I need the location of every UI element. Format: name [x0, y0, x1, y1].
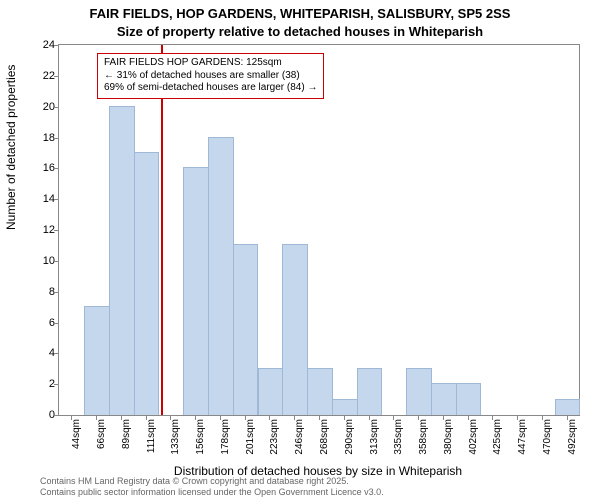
plot-area: 02468101214161820222444sqm66sqm89sqm111s…: [58, 44, 580, 416]
histogram-bar: [406, 368, 432, 415]
annotation-line: 69% of semi-detached houses are larger (…: [104, 82, 317, 95]
x-tick-mark: [294, 415, 295, 420]
x-tick-label: 447sqm: [517, 419, 528, 455]
histogram-bar: [307, 368, 333, 415]
x-tick-mark: [443, 415, 444, 420]
y-axis-label: Number of detached properties: [4, 65, 18, 230]
y-tick-mark: [54, 230, 59, 231]
x-tick-mark: [369, 415, 370, 420]
y-tick-mark: [54, 292, 59, 293]
histogram-bar: [357, 368, 383, 415]
histogram-bar: [109, 106, 135, 415]
x-tick-mark: [492, 415, 493, 420]
x-tick-label: 335sqm: [393, 419, 404, 455]
x-tick-mark: [195, 415, 196, 420]
histogram-bar: [84, 306, 110, 415]
histogram-bar: [332, 399, 358, 415]
y-tick-mark: [54, 353, 59, 354]
histogram-bar: [183, 167, 209, 415]
footer-attribution: Contains HM Land Registry data © Crown c…: [40, 476, 384, 498]
y-tick-mark: [54, 199, 59, 200]
x-tick-mark: [121, 415, 122, 420]
y-tick-mark: [54, 415, 59, 416]
x-tick-label: 89sqm: [121, 419, 132, 449]
histogram-bar: [431, 383, 457, 415]
x-tick-mark: [269, 415, 270, 420]
y-tick-mark: [54, 138, 59, 139]
x-tick-label: 358sqm: [418, 419, 429, 455]
footer-line-1: Contains HM Land Registry data © Crown c…: [40, 476, 384, 487]
footer-line-2: Contains public sector information licen…: [40, 487, 384, 498]
histogram-bar: [233, 244, 259, 415]
x-tick-label: 111sqm: [146, 419, 157, 453]
x-tick-mark: [468, 415, 469, 420]
page-title: FAIR FIELDS, HOP GARDENS, WHITEPARISH, S…: [0, 6, 600, 21]
x-tick-label: 425sqm: [492, 419, 503, 455]
x-tick-mark: [96, 415, 97, 420]
x-tick-mark: [393, 415, 394, 420]
x-tick-mark: [319, 415, 320, 420]
x-tick-label: 470sqm: [542, 419, 553, 455]
x-tick-label: 402sqm: [468, 419, 479, 455]
x-tick-label: 313sqm: [369, 419, 380, 455]
annotation-line: ← 31% of detached houses are smaller (38…: [104, 70, 317, 83]
property-marker-line: [161, 45, 163, 415]
x-tick-mark: [71, 415, 72, 420]
histogram-bar: [282, 244, 308, 415]
y-tick-mark: [54, 168, 59, 169]
page-subtitle: Size of property relative to detached ho…: [0, 24, 600, 39]
histogram-bar: [258, 368, 284, 415]
x-tick-label: 380sqm: [443, 419, 454, 455]
x-tick-mark: [245, 415, 246, 420]
x-tick-label: 66sqm: [96, 419, 107, 449]
x-tick-mark: [567, 415, 568, 420]
x-tick-mark: [418, 415, 419, 420]
histogram-bar: [555, 399, 581, 415]
chart-container: FAIR FIELDS, HOP GARDENS, WHITEPARISH, S…: [0, 0, 600, 500]
x-tick-label: 178sqm: [220, 419, 231, 455]
x-tick-label: 223sqm: [269, 419, 280, 455]
x-tick-mark: [344, 415, 345, 420]
annotation-callout: FAIR FIELDS HOP GARDENS: 125sqm← 31% of …: [97, 53, 324, 99]
x-tick-label: 201sqm: [245, 419, 256, 455]
histogram-bar: [456, 383, 482, 415]
y-tick-mark: [54, 323, 59, 324]
x-tick-mark: [542, 415, 543, 420]
x-tick-mark: [220, 415, 221, 420]
x-tick-mark: [146, 415, 147, 420]
x-tick-mark: [170, 415, 171, 420]
histogram-bar: [208, 137, 234, 416]
y-tick-mark: [54, 261, 59, 262]
x-tick-label: 246sqm: [294, 419, 305, 455]
x-tick-label: 268sqm: [319, 419, 330, 455]
x-tick-label: 492sqm: [567, 419, 578, 455]
x-tick-label: 133sqm: [170, 419, 181, 455]
y-tick-mark: [54, 45, 59, 46]
x-tick-label: 44sqm: [71, 419, 82, 449]
y-tick-mark: [54, 76, 59, 77]
annotation-line: FAIR FIELDS HOP GARDENS: 125sqm: [104, 57, 317, 70]
histogram-bar: [134, 152, 160, 415]
y-tick-mark: [54, 384, 59, 385]
x-tick-mark: [517, 415, 518, 420]
x-tick-label: 290sqm: [344, 419, 355, 455]
x-tick-label: 156sqm: [195, 419, 206, 455]
y-tick-mark: [54, 107, 59, 108]
